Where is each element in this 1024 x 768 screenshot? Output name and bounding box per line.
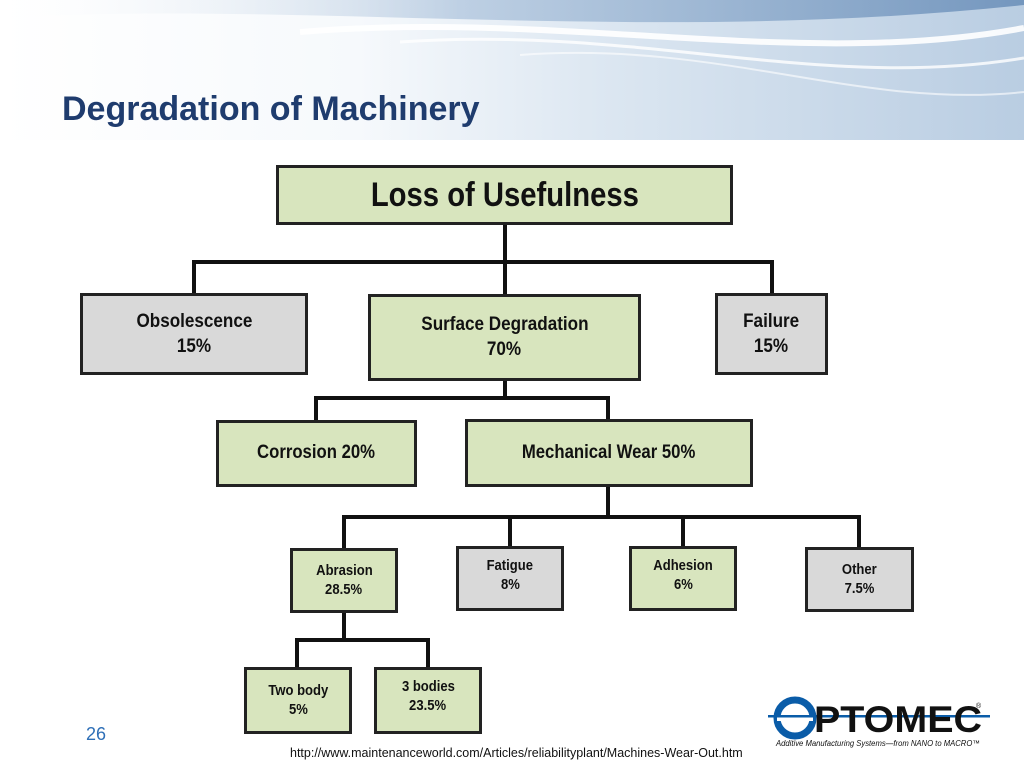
source-url[interactable]: http://www.maintenanceworld.com/Articles… — [290, 746, 743, 760]
fatigue-label: Fatigue — [486, 558, 534, 574]
fatigue-box: Fatigue 8% — [456, 546, 564, 611]
obsolescence-box: Obsolescence 15% — [80, 293, 308, 375]
failure-label: Failure — [743, 311, 800, 332]
failure-box: Failure 15% — [715, 293, 828, 375]
svg-text:PTOMEC: PTOMEC — [814, 699, 982, 740]
adhesion-box: Adhesion 6% — [629, 546, 737, 611]
two-body-value: 5% — [288, 701, 308, 718]
corrosion-label: Corrosion 20% — [257, 442, 376, 464]
surface-degradation-box: Surface Degradation 70% — [368, 294, 641, 381]
loss-of-usefulness-label: Loss of Usefulness — [370, 175, 639, 214]
other-label: Other — [842, 561, 877, 578]
svg-text:®: ® — [976, 702, 982, 710]
other-value: 7.5% — [844, 580, 875, 597]
three-bodies-label: 3 bodies — [401, 679, 455, 695]
three-bodies-value: 23.5% — [409, 697, 447, 714]
adhesion-label: Adhesion — [653, 558, 713, 574]
surface-degradation-label: Surface Degradation — [420, 313, 589, 335]
corrosion-box: Corrosion 20% — [216, 420, 417, 487]
three-bodies-box: 3 bodies 23.5% — [374, 667, 482, 734]
mechanical-wear-box: Mechanical Wear 50% — [465, 419, 753, 487]
abrasion-box: Abrasion 28.5% — [290, 548, 398, 613]
other-box: Other 7.5% — [805, 547, 914, 612]
abrasion-label: Abrasion — [315, 562, 373, 579]
optomec-logo: PTOMEC ® Additive Manufacturing Systems—… — [768, 696, 990, 748]
abrasion-value: 28.5% — [325, 581, 363, 598]
two-body-label: Two body — [268, 682, 328, 699]
mechanical-wear-label: Mechanical Wear 50% — [522, 441, 696, 463]
loss-of-usefulness-box: Loss of Usefulness — [276, 165, 733, 225]
logo-tagline: Additive Manufacturing Systems—from NANO… — [775, 739, 980, 748]
obsolescence-label: Obsolescence — [136, 311, 252, 332]
adhesion-value: 6% — [673, 576, 693, 593]
obsolescence-value: 15% — [176, 335, 212, 357]
page-number: 26 — [86, 724, 107, 744]
header-banner — [0, 0, 1024, 140]
surface-degradation-value: 70% — [487, 338, 522, 360]
fatigue-value: 8% — [500, 576, 520, 593]
two-body-box: Two body 5% — [244, 667, 352, 734]
slide-title: Degradation of Machinery — [62, 90, 480, 128]
failure-value: 15% — [754, 335, 789, 357]
